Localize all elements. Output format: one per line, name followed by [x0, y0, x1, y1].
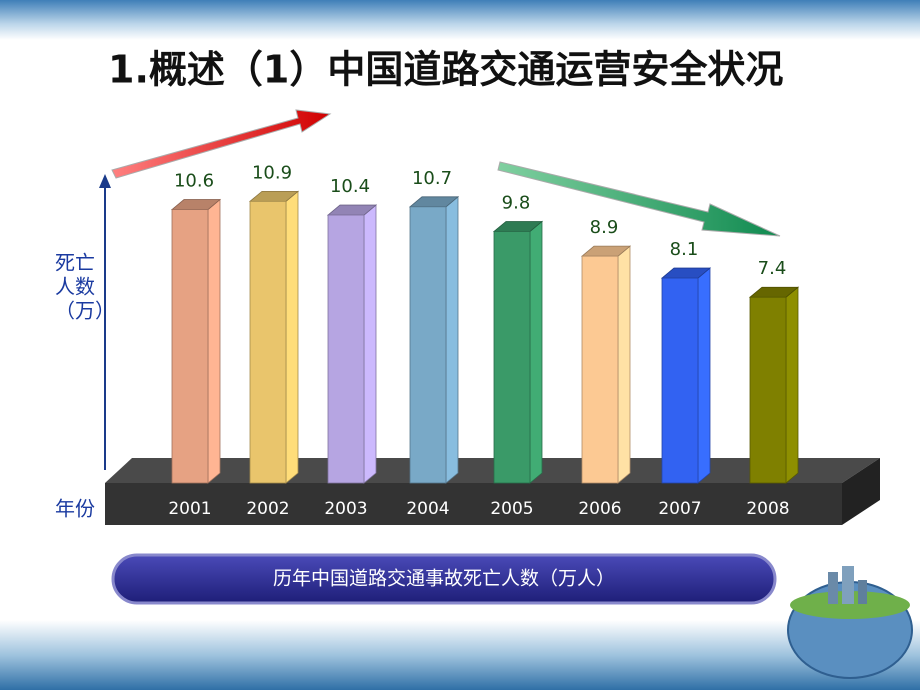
y-label-line: （万）	[55, 299, 115, 323]
bar	[493, 231, 531, 484]
value-label: 7.4	[758, 258, 787, 279]
bar	[749, 296, 787, 484]
x-tick-label: 2001	[168, 499, 211, 519]
x-tick-label: 2003	[324, 499, 367, 519]
y-label-line: 人数	[55, 275, 95, 299]
bar	[581, 255, 619, 484]
bar-side	[445, 195, 459, 484]
up-arrow	[111, 109, 332, 179]
y-axis-head	[99, 174, 111, 188]
value-label: 8.9	[590, 217, 619, 238]
value-label: 10.7	[412, 168, 452, 189]
bar-side	[207, 198, 221, 484]
value-label: 10.6	[174, 171, 214, 192]
bar-side	[529, 220, 543, 484]
bar-side	[617, 245, 631, 484]
bar-side	[785, 286, 799, 484]
x-label: 年份	[55, 497, 95, 521]
bar	[409, 206, 447, 484]
caption-box	[111, 553, 777, 605]
building	[842, 566, 854, 604]
x-tick-label: 2006	[578, 499, 621, 519]
bar-side	[697, 267, 711, 484]
building	[828, 572, 838, 604]
bars: 10.6 2001 10.9 2002 10.4 2003 10.7 2004 9.8 2005 8…	[168, 162, 800, 519]
value-label: 9.8	[502, 192, 531, 213]
value-label: 10.4	[330, 176, 370, 197]
caption: 历年中国道路交通事故死亡人数（万人）	[273, 568, 615, 590]
y-label: 死亡人数（万）	[55, 251, 115, 323]
bottom-band	[0, 620, 920, 690]
bar-side	[285, 190, 299, 484]
globe-top	[790, 591, 910, 619]
x-tick-label: 2007	[658, 499, 701, 519]
base-side	[842, 458, 880, 525]
value-label: 10.9	[252, 162, 292, 183]
base-front	[105, 483, 842, 525]
bar-side	[363, 204, 377, 484]
x-tick-label: 2002	[246, 499, 289, 519]
x-tick-label: 2005	[490, 499, 533, 519]
bar	[327, 214, 365, 484]
bar	[249, 200, 287, 484]
building	[858, 580, 867, 604]
value-label: 8.1	[670, 239, 699, 260]
down-arrow	[497, 161, 781, 237]
x-tick-label: 2004	[406, 499, 449, 519]
bar	[171, 209, 209, 484]
bar	[661, 277, 699, 484]
top-band	[0, 0, 920, 40]
title: 1.概述（1）中国道路交通运营安全状况	[108, 48, 783, 92]
x-tick-label: 2008	[746, 499, 789, 519]
y-label-line: 死亡	[55, 251, 95, 275]
